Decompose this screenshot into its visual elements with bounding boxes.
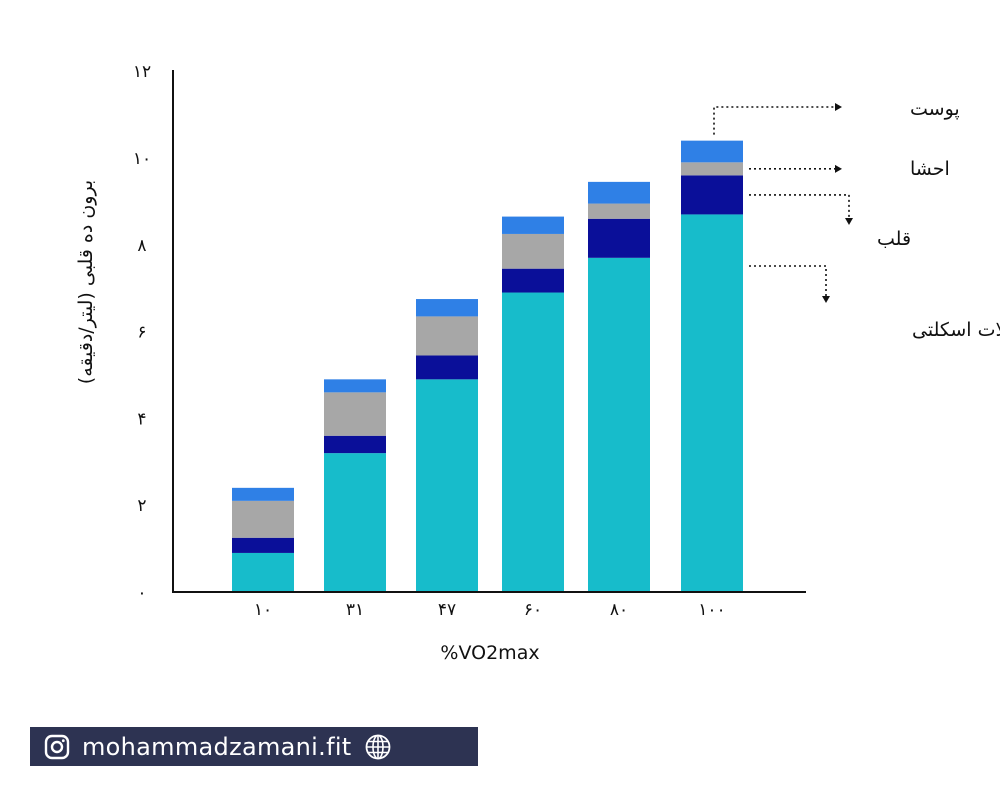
legend-label-heart: قلب (877, 228, 911, 250)
y-tick-label: ۱۲ (133, 62, 151, 82)
x-tick-label: ۴۷ (438, 600, 456, 620)
legend-arrow-heart (845, 218, 853, 225)
legend: پوست احشا قلب عضلات اسکلتی (713, 98, 1000, 341)
y-axis-title: برون ده قلبی (لیتر/دقیقه) (75, 180, 97, 384)
bar-segment-1-3 (416, 379, 478, 592)
bar-segment-4-6 (681, 140, 743, 163)
plot-area (232, 140, 743, 593)
footer-banner: mohammadzamani.fit (30, 727, 478, 766)
bar-segment-2-4 (502, 268, 564, 293)
y-tick-label: ۶ (137, 323, 146, 343)
bar-segment-2-5 (588, 218, 650, 258)
legend-arrow-muscle (822, 296, 830, 303)
bar-segment-3-4 (502, 233, 564, 269)
legend-label-viscera: احشا (910, 158, 950, 180)
x-axis-title: %VO2max (440, 642, 539, 664)
legend-arrow-skin (835, 103, 842, 111)
website-link[interactable]: mohammadzamani.fit (82, 732, 352, 761)
legend-label-skin: پوست (910, 98, 960, 120)
bar-segment-4-5 (588, 181, 650, 204)
x-tick-label: ۱۰ (254, 600, 272, 620)
bar-segment-1-4 (502, 292, 564, 592)
y-tick-label: ۱۰ (133, 149, 151, 169)
bar-segment-4-4 (502, 216, 564, 234)
bar-segment-3-1 (232, 500, 294, 538)
bar-segment-3-5 (588, 203, 650, 219)
instagram-icon[interactable] (44, 734, 70, 760)
x-tick-label: ۸۰ (610, 600, 628, 620)
legend-arrow-viscera (835, 164, 842, 173)
y-tick-label: ۴ (137, 409, 146, 429)
x-tick-labels: ۱۰ ۳۱ ۴۷ ۶۰ ۸۰ ۱۰۰ (254, 600, 726, 620)
bar-segment-4-3 (416, 299, 478, 317)
bar-segment-2-3 (416, 355, 478, 380)
globe-icon[interactable] (364, 733, 392, 761)
y-tick-label: ۸ (137, 236, 146, 256)
legend-line-skin (713, 106, 836, 135)
bar-segment-3-6 (681, 162, 743, 176)
x-tick-label: ۶۰ (524, 600, 542, 620)
stacked-bar-chart: ۰ ۲ ۴ ۶ ۸ ۱۰ ۱۲ ۱۰ ۳۱ ۴۷ ۶۰ ۸۰ ۱۰۰ %VO2max برون ده … (75, 62, 1000, 664)
legend-line-heart (749, 194, 850, 218)
x-tick-label: ۳۱ (346, 600, 364, 620)
bar-segment-1-6 (681, 214, 743, 593)
bar-segment-2-1 (232, 537, 294, 553)
bar-segment-3-3 (416, 316, 478, 356)
bar-segment-1-5 (588, 257, 650, 592)
legend-label-muscle: عضلات اسکلتی (912, 319, 1000, 341)
y-tick-label: ۲ (137, 496, 146, 516)
y-tick-labels: ۰ ۲ ۴ ۶ ۸ ۱۰ ۱۲ (133, 62, 151, 603)
bar-segment-2-2 (324, 435, 386, 454)
bar-segment-1-1 (232, 552, 294, 592)
bar-segment-2-6 (681, 175, 743, 215)
bar-segment-3-2 (324, 392, 386, 436)
bar-segment-4-2 (324, 379, 386, 393)
bar-segment-1-2 (324, 453, 386, 592)
legend-line-muscle (749, 265, 827, 296)
x-tick-label: ۱۰۰ (698, 600, 725, 620)
bar-segment-4-1 (232, 487, 294, 501)
y-tick-label: ۰ (137, 583, 146, 603)
